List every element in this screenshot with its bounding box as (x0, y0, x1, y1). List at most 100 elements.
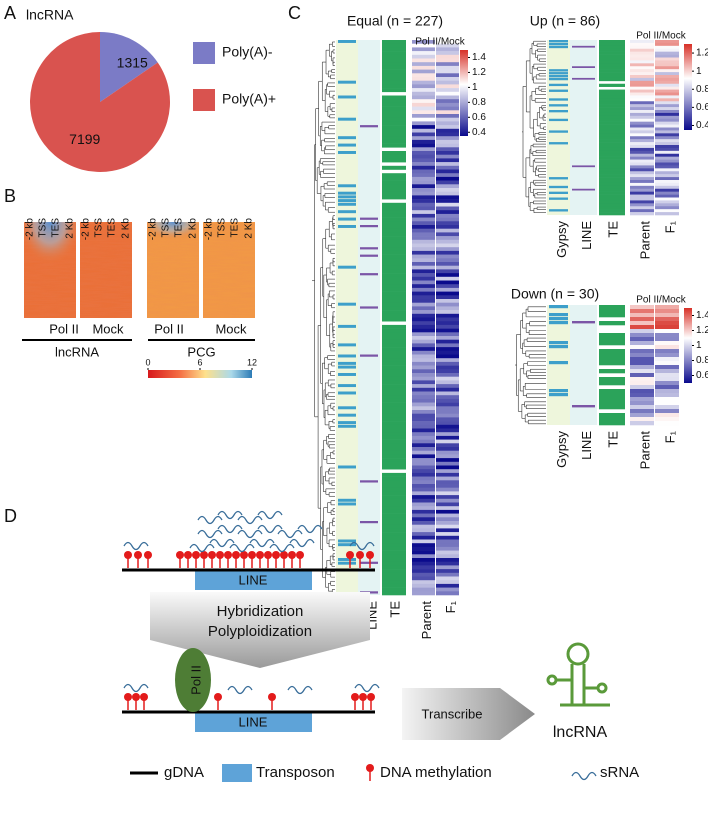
ratio-cell (412, 428, 435, 433)
ratio-cell (436, 561, 459, 566)
ratio-cell (412, 306, 435, 311)
label: 0 (145, 357, 150, 367)
gypsy-hit (338, 561, 356, 565)
ratio-cell (436, 291, 459, 296)
ratio-cell (630, 72, 654, 76)
label: 1.2 (472, 67, 486, 78)
ratio-cell (436, 280, 459, 285)
ratio-cell (630, 112, 654, 117)
ratio-cell (436, 480, 459, 485)
ratio-cell (412, 117, 435, 122)
ratio-cell (655, 159, 679, 163)
te-hit (599, 98, 625, 102)
ratio-cell (436, 447, 459, 451)
label: TSS (94, 218, 105, 238)
methyl (268, 693, 276, 701)
te-hit (382, 239, 406, 244)
ratio-cell (630, 200, 654, 204)
ratio-cell (436, 117, 459, 122)
gypsy-hit (338, 543, 356, 547)
label: TE (605, 431, 620, 448)
te-hit (382, 517, 406, 522)
ratio-cell (655, 313, 679, 318)
te-hit (382, 358, 406, 363)
ratio-cell (630, 89, 654, 93)
te-hit (382, 339, 406, 344)
ratio-cell (630, 66, 654, 70)
ratio-cell (412, 202, 435, 207)
ratio-cell (630, 361, 654, 366)
ratio-cell (436, 458, 459, 463)
te-hit (382, 450, 406, 455)
te-hit (382, 291, 406, 296)
ratio-cell (630, 54, 654, 58)
gypsy-hit (549, 209, 568, 212)
ratio-cell (412, 580, 435, 585)
label: TES (230, 218, 241, 238)
ratio-cell (412, 262, 435, 266)
label: 0.6 (696, 102, 708, 113)
te-hit (382, 295, 406, 300)
ratio-cell (436, 306, 459, 311)
ratio-cell (436, 332, 459, 337)
ratio-cell (436, 247, 459, 252)
ratio-cell (655, 63, 679, 67)
line-hit (360, 561, 378, 564)
ratio-cell (655, 177, 679, 181)
srna (229, 543, 255, 553)
ratio-cell (655, 89, 679, 93)
gypsy-hit (549, 393, 568, 397)
te-hit (382, 110, 406, 115)
ratio-cell (655, 115, 679, 120)
te-hit (382, 513, 406, 518)
te-hit (599, 51, 625, 55)
te-hit (382, 328, 406, 333)
te-hit (382, 350, 406, 355)
label: Pol II/Mock (636, 31, 686, 42)
te-hit (382, 273, 406, 278)
te-hit (382, 117, 406, 122)
ratio-cell (412, 217, 435, 222)
ratio-cell (655, 40, 679, 44)
te-hit (599, 147, 625, 152)
ratio-cell (436, 262, 459, 266)
ratio-cell (436, 206, 459, 211)
ratio-cell (630, 153, 654, 157)
ratio-cell (630, 40, 654, 44)
label: LINE (579, 431, 594, 460)
ratio-cell (655, 174, 679, 178)
ratio-cell (412, 43, 435, 48)
te-hit (599, 139, 625, 143)
panel-label: B (4, 186, 16, 206)
ratio-cell (412, 110, 435, 115)
te-hit (382, 583, 406, 588)
te-hit (382, 354, 406, 359)
ratio-cell (630, 365, 654, 370)
te-hit (599, 89, 625, 93)
gypsy-hit (549, 45, 568, 49)
gypsy-hit (338, 195, 356, 199)
ratio-cell (436, 546, 459, 551)
legend-transposon (222, 764, 252, 782)
ratio-cell (630, 57, 654, 61)
ratio-cell (630, 337, 654, 342)
ratio-cell (655, 171, 679, 175)
layout: A lncRNA B C D (4, 3, 301, 526)
ratio-cell (412, 147, 435, 152)
ratio-cell (412, 350, 435, 355)
ratio-cell (436, 358, 459, 363)
label: PCG (187, 344, 215, 359)
te-hit (599, 393, 625, 398)
ratio-cell (655, 118, 679, 122)
ratio-cell (412, 517, 435, 522)
te-hit (599, 130, 625, 134)
te-hit (382, 262, 406, 266)
label: Pol II (154, 321, 184, 336)
ratio-cell (655, 409, 679, 414)
ratio-cell (630, 209, 654, 213)
ratio-cell (412, 421, 435, 426)
ratio-cell (412, 243, 435, 248)
ratio-cell (436, 461, 459, 466)
ratio-cell (436, 443, 459, 448)
te-hit (599, 389, 625, 394)
